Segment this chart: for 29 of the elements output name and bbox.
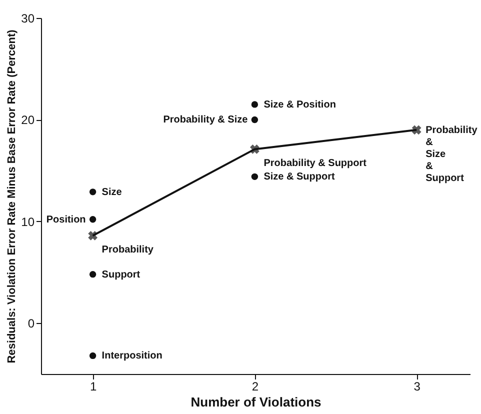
annotation: Size & Position [264,99,336,110]
annotation: Probability & Support [264,158,368,170]
y-axis-title: Residuals: Violation Error Rate Minus Base Error Rate (Percent) [6,29,18,364]
point [89,216,96,223]
annotation: Probability & Size & Support [426,124,478,184]
x-tick-label: 1 [90,380,97,394]
x-tick-label: 3 [414,380,421,394]
point [251,101,258,108]
y-tick-label: 0 [28,316,35,331]
annotation: Interposition [102,350,162,362]
y-tick-label: 30 [21,12,35,26]
annotation: Probability & Size [163,114,248,126]
annotation: Size [102,186,122,198]
annotation: Probability [102,244,154,256]
point [89,270,96,278]
point [250,144,260,154]
point [89,352,96,360]
point [88,230,98,240]
point [251,173,258,180]
point [89,188,96,196]
x-tick-label: 2 [252,380,259,394]
y-tick-label: 20 [21,113,35,128]
annotation: Size & Support [264,172,336,183]
point [251,116,258,124]
annotation: Position [46,214,86,226]
point [412,125,422,135]
y-tick-label: 10 [21,214,35,229]
annotation: Support [102,269,141,280]
x-axis-title: Number of Violations [190,394,322,410]
